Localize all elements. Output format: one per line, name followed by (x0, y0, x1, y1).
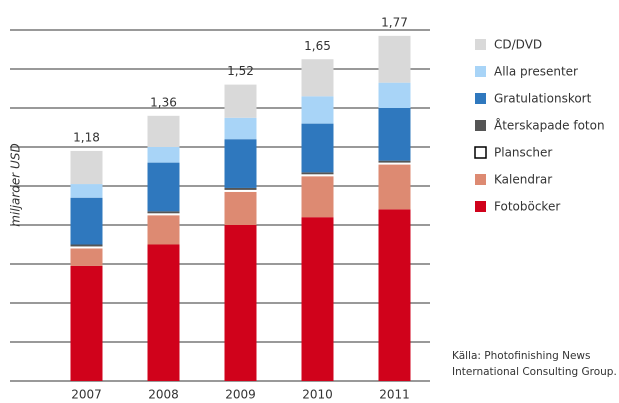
legend-label: Återskapade foton (494, 118, 605, 133)
legend-label: Fotoböcker (494, 200, 560, 214)
bar-segment (70, 150, 103, 185)
bar-segment (224, 139, 257, 188)
bar-segment (301, 123, 334, 173)
legend-swatch (475, 93, 486, 104)
bar-segment (378, 164, 411, 210)
bar-segment (224, 84, 257, 118)
bar-segment (378, 162, 411, 165)
bar-segment (147, 213, 180, 216)
legend-label: Kalendrar (494, 173, 552, 187)
legend-swatch (475, 120, 486, 131)
legend-swatch (475, 66, 486, 77)
legend-label: Alla presenter (494, 65, 578, 79)
legend-swatch (475, 39, 486, 50)
bar-segment (224, 117, 257, 140)
bar-segment (70, 248, 103, 266)
x-tick-label: 2009 (225, 388, 256, 402)
bar-segment (147, 211, 180, 214)
x-tick-label: 2011 (379, 388, 410, 402)
bar-segment (378, 82, 411, 108)
bar-segment (301, 217, 334, 381)
legend-swatch (475, 201, 486, 212)
total-label: 1,36 (150, 95, 177, 109)
bar-segment (378, 209, 411, 381)
bar-segment (147, 115, 180, 147)
bar-segment (70, 184, 103, 198)
x-tick-label: 2010 (302, 388, 333, 402)
bar-segment (301, 96, 334, 124)
total-label: 1,77 (381, 15, 408, 29)
bar-segment (224, 191, 257, 225)
bar-segment (378, 35, 411, 83)
bar-segment (301, 172, 334, 175)
legend-label: CD/DVD (494, 38, 542, 52)
bar-segment (301, 59, 334, 97)
bar-segment (147, 244, 180, 381)
bar-segment (70, 246, 103, 249)
x-tick-label: 2007 (71, 388, 102, 402)
legend-label: Gratulationskort (494, 92, 592, 106)
y-axis-label: miljarder USD (9, 143, 23, 226)
source-line: Källa: Photofinishing News (452, 350, 591, 362)
legend-label: Planscher (494, 146, 552, 160)
bar-segment (70, 244, 103, 247)
bar-segment (147, 162, 180, 212)
bar-segment (70, 265, 103, 381)
bar-segment (70, 197, 103, 245)
bar-segment (378, 108, 411, 161)
bar-segment (224, 189, 257, 192)
bar-segment (224, 187, 257, 190)
bar-segment (147, 215, 180, 245)
legend-swatch (474, 146, 487, 159)
bar-segment (378, 160, 411, 163)
total-label: 1,65 (304, 39, 331, 53)
total-label: 1,18 (73, 130, 100, 144)
bar-segment (301, 176, 334, 218)
legend-swatch (475, 174, 486, 185)
bar-segment (147, 147, 180, 163)
bar-segment (224, 225, 257, 381)
source-line: International Consulting Group. (452, 366, 617, 378)
total-label: 1,52 (227, 64, 254, 78)
bar-segment (301, 174, 334, 177)
x-tick-label: 2008 (148, 388, 179, 402)
